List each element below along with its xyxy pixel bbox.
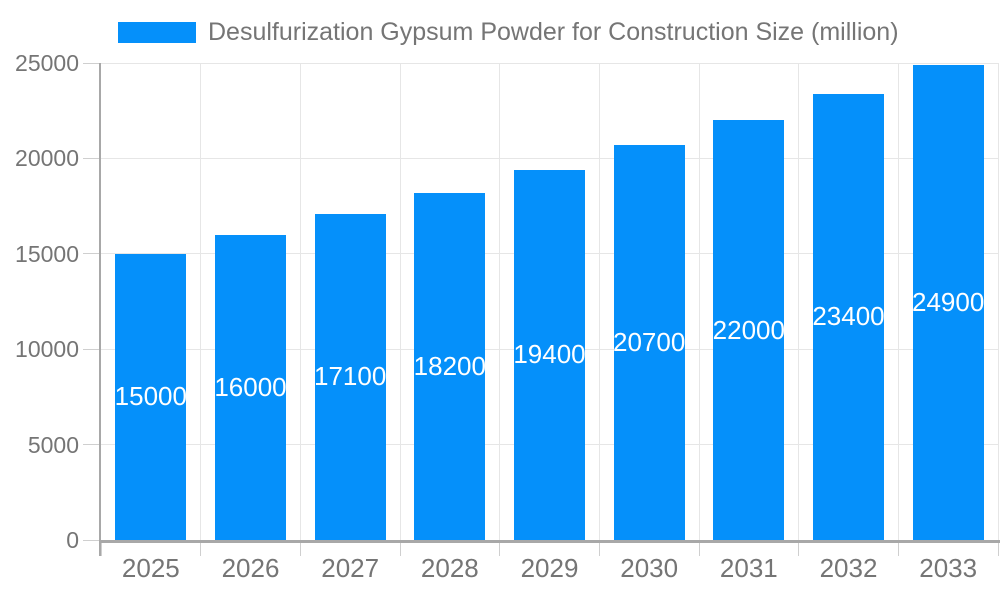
x-axis-line	[99, 540, 1000, 543]
x-axis-label-2027: 2027	[321, 553, 380, 583]
x-axis-label-2029: 2029	[520, 553, 579, 583]
x-axis-tick	[299, 543, 301, 556]
y-axis-label: 25000	[15, 50, 79, 76]
x-axis-tick	[200, 543, 202, 556]
x-axis-tick	[100, 543, 102, 556]
grid-line-x	[798, 63, 800, 540]
grid-line-x	[698, 63, 700, 540]
bar-value-label: 15000	[114, 381, 187, 412]
y-axis-tick	[83, 157, 101, 159]
grid-line-y-25000	[101, 62, 998, 64]
y-axis-tick	[83, 539, 101, 541]
x-axis-label-2032: 2032	[819, 553, 878, 583]
bar-value-label: 24900	[912, 286, 985, 317]
x-axis-label-2030: 2030	[620, 553, 679, 583]
bar-2028: 18200	[413, 192, 486, 540]
x-axis-tick	[598, 543, 600, 556]
bar-value-label: 19400	[513, 339, 586, 370]
grid-line-x	[299, 63, 301, 540]
y-axis-tick	[83, 348, 101, 350]
y-axis-tick	[83, 253, 101, 255]
bar-2029: 19400	[513, 169, 586, 540]
bar-2025: 15000	[114, 253, 187, 540]
x-axis-label-2031: 2031	[719, 553, 778, 583]
x-axis-label-2026: 2026	[221, 553, 280, 583]
x-axis-tick	[698, 543, 700, 556]
y-axis-label: 20000	[15, 145, 79, 172]
chart-title: Desulfurization Gypsum Powder for Constr…	[208, 17, 899, 46]
y-axis-label: 5000	[27, 431, 79, 458]
x-axis-label-2028: 2028	[420, 553, 479, 583]
x-axis-label-2025: 2025	[121, 553, 180, 583]
bar-2027: 17100	[314, 213, 387, 540]
bar-2030: 20700	[613, 145, 686, 540]
bar-2032: 23400	[812, 93, 885, 540]
x-axis-tick	[997, 543, 999, 556]
bar-value-label: 18200	[413, 350, 486, 381]
y-axis-label: 15000	[15, 240, 79, 267]
bar-value-label: 23400	[812, 301, 885, 332]
y-axis-label: 0	[66, 527, 79, 553]
bar-2033: 24900	[912, 64, 985, 540]
bar-value-label: 16000	[214, 371, 287, 402]
bar-value-label: 22000	[712, 314, 785, 345]
y-axis-line	[99, 63, 101, 556]
x-axis-tick	[399, 543, 401, 556]
y-axis-tick	[83, 444, 101, 446]
grid-line-x	[499, 63, 501, 540]
bar-2026: 16000	[214, 234, 287, 540]
y-axis-label: 10000	[15, 336, 79, 363]
legend-swatch	[118, 21, 196, 43]
bar-value-label: 20700	[613, 327, 686, 357]
chart-legend: Desulfurization Gypsum Powder for Constr…	[118, 18, 899, 46]
bar-value-label: 17100	[314, 361, 387, 392]
grid-line-x	[200, 63, 202, 540]
x-axis-label-2033: 2033	[919, 553, 978, 583]
y-axis-tick	[83, 62, 101, 64]
x-axis-tick	[897, 543, 899, 556]
grid-line-y-20000	[101, 157, 998, 159]
grid-line-x	[997, 63, 999, 540]
bar-2031: 22000	[712, 120, 785, 540]
grid-line-x	[598, 63, 600, 540]
grid-line-x	[399, 63, 401, 540]
x-axis-tick	[798, 543, 800, 556]
x-axis-tick	[499, 543, 501, 556]
grid-line-x	[897, 63, 899, 540]
